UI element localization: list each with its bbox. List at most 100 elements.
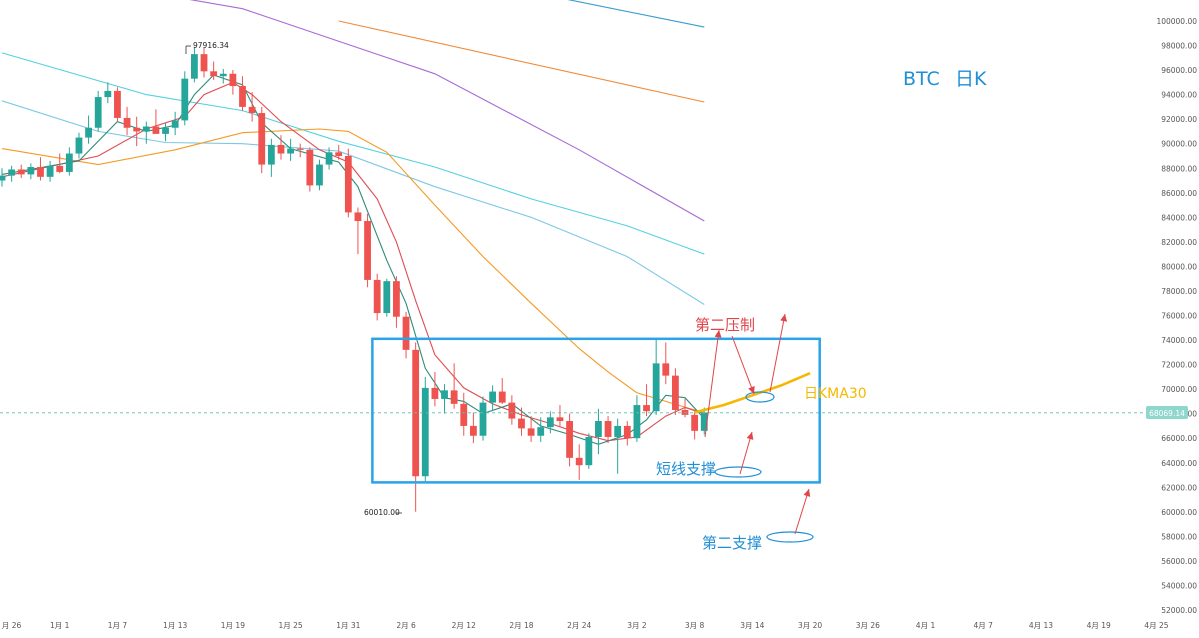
x-tick-label-2: 1月 7 [108, 621, 128, 630]
candle-body-24 [229, 73, 237, 87]
candle-body-10 [94, 97, 102, 128]
candle-body-42 [402, 316, 410, 350]
x-tick-label-7: 2月 6 [396, 621, 416, 630]
ma30-label: 日KMA30 [804, 386, 867, 402]
candle-body-0 [0, 175, 6, 181]
candle-body-41 [393, 281, 400, 317]
candle-body-3 [27, 167, 35, 175]
candle-body-30 [287, 148, 294, 154]
y-tick-label-0: 100000.00 [1156, 17, 1197, 26]
y-tick-label-24: 52000.00 [1161, 606, 1197, 615]
candle-body-62 [595, 421, 602, 437]
ma-line-3 [1, 52, 705, 255]
x-tick-label-9: 2月 18 [509, 621, 533, 630]
candle-body-67 [643, 405, 650, 412]
candle-body-59 [566, 421, 573, 458]
candle-body-27 [258, 113, 266, 165]
candle-body-36 [344, 155, 352, 213]
candle-body-63 [604, 421, 612, 437]
candle-body-23 [219, 73, 227, 77]
candle-body-21 [200, 54, 208, 72]
candle-body-35 [335, 152, 343, 156]
current-price-tag[interactable]: 68069.14 [1146, 406, 1188, 419]
candle-body-70 [672, 375, 679, 410]
candle-body-40 [383, 281, 391, 314]
ma-line-5 [1, 128, 705, 413]
candle-body-22 [210, 71, 218, 77]
y-tick-label-2: 96000.00 [1161, 66, 1197, 75]
second-support-ellipse [766, 531, 814, 543]
candle-body-64 [614, 425, 622, 437]
y-tick-label-6: 88000.00 [1161, 164, 1197, 173]
chart-labels: BTC 日K 第二压制 短线支撑 第二支撑 日KMA30 97916.34 60… [193, 41, 987, 552]
y-tick-label-22: 56000.00 [1161, 557, 1197, 566]
candle-body-34 [325, 152, 333, 165]
candle-body-26 [248, 106, 256, 114]
y-tick-label-11: 78000.00 [1161, 287, 1197, 296]
x-tick-label-10: 2月 24 [567, 621, 591, 630]
ma-line-6 [1, 81, 705, 442]
candle-body-20 [191, 54, 198, 79]
candle-body-60 [575, 457, 583, 466]
y-tick-label-5: 90000.00 [1161, 140, 1197, 149]
current-price-tag-bg [1146, 406, 1188, 419]
price-axis[interactable]: 100000.00 98000.00 96000.00 94000.00 92000.0… [1156, 17, 1197, 615]
ma-line-7 [1, 74, 705, 445]
candle-body-15 [142, 126, 150, 132]
candle-body-44 [421, 387, 429, 477]
x-tick-label-14: 3月 20 [798, 621, 822, 630]
arrow-second-support [794, 488, 810, 535]
chart-title-period: 日K [955, 68, 987, 90]
high-price-label: 97916.34 [193, 41, 229, 50]
x-tick-label-15: 3月 26 [856, 621, 880, 630]
y-tick-label-15: 70000.00 [1161, 385, 1197, 394]
y-tick-label-18: 64000.00 [1161, 459, 1197, 468]
arrow-to-resist [704, 329, 720, 438]
x-tick-label-18: 4月 13 [1029, 621, 1053, 630]
candle-body-55 [527, 428, 535, 436]
chart-title-btc: BTC [903, 68, 940, 90]
candle-body-66 [633, 405, 641, 439]
candle-body-14 [133, 127, 141, 132]
low-price-label: 60010.00 [364, 508, 400, 517]
y-tick-label-12: 76000.00 [1161, 312, 1197, 321]
candle-body-11 [104, 90, 112, 98]
x-tick-label-0: 月 26 [2, 621, 22, 630]
y-tick-label-4: 92000.00 [1161, 115, 1197, 124]
candle-body-48 [460, 403, 468, 426]
candle-body-29 [277, 144, 285, 154]
candle-body-2 [17, 169, 25, 175]
candle-body-65 [623, 425, 631, 439]
candle-body-49 [469, 425, 477, 436]
time-axis[interactable]: 月 26 1月 1 1月 7 1月 13 1月 19 1月 25 1月 31 2月 6 2月 1… [2, 621, 1169, 630]
short-support-label: 短线支撑 [656, 460, 716, 478]
y-tick-label-21: 58000.00 [1161, 532, 1197, 541]
candle-body-52 [498, 391, 506, 403]
ma30-touch-ellipse [745, 391, 775, 403]
candle-body-39 [373, 279, 381, 314]
x-tick-label-17: 4月 7 [974, 621, 994, 630]
range-box [371, 337, 821, 484]
candle-body-72 [691, 414, 699, 431]
y-tick-label-19: 62000.00 [1161, 483, 1197, 492]
candle-body-68 [652, 363, 660, 412]
candle-body-33 [316, 164, 323, 186]
candle-body-16 [152, 126, 160, 134]
x-tick-label-8: 2月 12 [452, 621, 476, 630]
arrow-to-ma30 [731, 335, 755, 395]
candle-body-17 [162, 127, 169, 134]
x-tick-label-1: 1月 1 [50, 621, 70, 630]
candle-body-47 [450, 390, 458, 404]
candle-body-38 [364, 221, 371, 280]
y-tick-label-14: 72000.00 [1161, 361, 1197, 370]
arrow-to-ma30-head [748, 386, 755, 394]
candle-body-25 [239, 86, 246, 107]
candle-body-69 [662, 363, 670, 376]
x-tick-label-12: 3月 8 [685, 621, 705, 630]
ma-line-2 [189, 0, 705, 222]
candle-body-51 [489, 391, 497, 403]
current-price-value: 68069.14 [1149, 409, 1185, 418]
candle-body-4 [37, 167, 44, 177]
